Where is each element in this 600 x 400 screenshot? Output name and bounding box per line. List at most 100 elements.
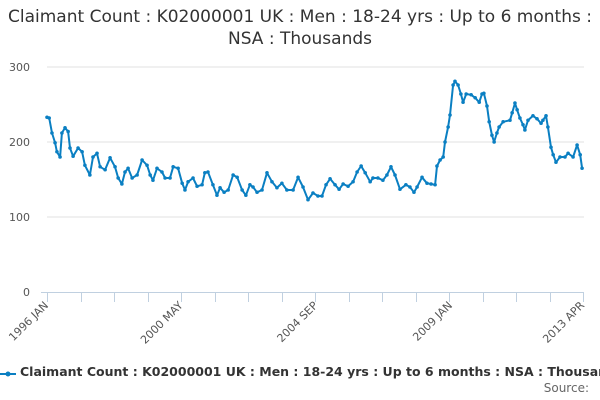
data-point	[453, 79, 457, 84]
data-point	[55, 149, 59, 154]
data-point	[492, 140, 496, 144]
data-point	[371, 176, 375, 180]
data-point	[91, 155, 95, 159]
data-point	[83, 163, 87, 168]
data-point	[575, 143, 579, 147]
data-point	[487, 119, 491, 124]
data-point	[108, 155, 112, 160]
data-point	[311, 191, 315, 195]
data-point	[408, 185, 412, 189]
data-point	[461, 100, 465, 105]
data-point	[222, 190, 226, 195]
data-point	[95, 151, 99, 156]
data-point	[351, 179, 355, 184]
data-point	[251, 185, 255, 189]
data-point	[255, 190, 259, 195]
data-point	[63, 125, 67, 130]
data-point	[270, 179, 274, 184]
data-point	[549, 145, 553, 150]
data-point	[53, 140, 57, 145]
data-point	[80, 149, 84, 154]
data-point	[546, 125, 550, 129]
data-point	[571, 155, 575, 159]
data-point	[58, 155, 62, 159]
data-point	[275, 185, 279, 190]
data-point	[320, 194, 324, 198]
data-point	[376, 176, 380, 180]
data-point	[60, 131, 64, 135]
x-tick-label: 2013 APR	[540, 299, 587, 346]
data-point	[341, 182, 345, 186]
data-point	[429, 182, 433, 186]
data-point	[544, 113, 548, 118]
data-point	[244, 193, 248, 198]
data-point	[482, 91, 486, 96]
data-point	[203, 170, 207, 175]
data-point	[151, 178, 155, 183]
data-point	[398, 187, 402, 192]
data-point	[163, 176, 167, 180]
data-point	[130, 176, 134, 180]
data-point	[168, 176, 172, 180]
data-point	[539, 121, 543, 126]
data-point	[459, 92, 463, 96]
y-tick-label: 100	[9, 211, 30, 224]
data-point	[469, 92, 473, 97]
data-point	[531, 113, 535, 118]
data-point	[535, 116, 539, 121]
data-point	[76, 146, 80, 150]
data-point	[66, 129, 70, 134]
data-point	[438, 158, 442, 162]
data-point	[385, 173, 389, 177]
x-tick-label: 2004 SEP	[275, 299, 321, 345]
data-point	[337, 187, 341, 192]
data-point	[280, 181, 284, 186]
data-point	[381, 178, 385, 183]
data-point	[473, 95, 477, 100]
data-point	[368, 179, 372, 184]
data-point	[558, 155, 562, 159]
x-tick-label: 1996 JAN	[6, 299, 51, 344]
data-point	[140, 158, 144, 162]
data-point	[155, 166, 159, 171]
data-point	[420, 175, 424, 180]
data-point	[433, 182, 437, 187]
data-point	[554, 160, 558, 165]
data-point	[50, 131, 54, 135]
data-point	[441, 155, 445, 159]
data-point	[218, 185, 222, 190]
data-point	[448, 113, 452, 117]
data-point	[435, 164, 439, 168]
data-point	[98, 164, 102, 169]
data-point	[541, 118, 545, 123]
data-point	[176, 166, 180, 171]
data-point	[200, 182, 204, 187]
data-point	[328, 176, 332, 181]
data-point	[495, 131, 499, 135]
series-line	[46, 80, 584, 201]
data-point	[497, 125, 501, 129]
data-point	[346, 184, 350, 189]
legend-line-icon	[0, 367, 16, 377]
data-point	[135, 173, 139, 177]
data-point	[120, 182, 124, 186]
data-point	[333, 182, 337, 187]
data-point	[186, 179, 190, 184]
data-point	[296, 175, 300, 180]
data-point	[116, 176, 120, 180]
data-point	[513, 101, 517, 105]
data-point	[578, 152, 583, 157]
data-point	[316, 194, 320, 198]
data-point	[113, 164, 117, 169]
data-point	[68, 146, 72, 150]
data-point	[359, 164, 363, 168]
data-point	[206, 170, 210, 174]
data-point	[240, 188, 244, 192]
data-point	[126, 166, 130, 171]
data-point	[47, 116, 51, 120]
data-point	[526, 118, 530, 123]
legend-label: Claimant Count : K02000001 UK : Men : 18…	[20, 364, 600, 379]
x-tick-label: 2009 JAN	[410, 299, 455, 344]
legend-item[interactable]: Claimant Count : K02000001 UK : Men : 18…	[0, 364, 600, 379]
